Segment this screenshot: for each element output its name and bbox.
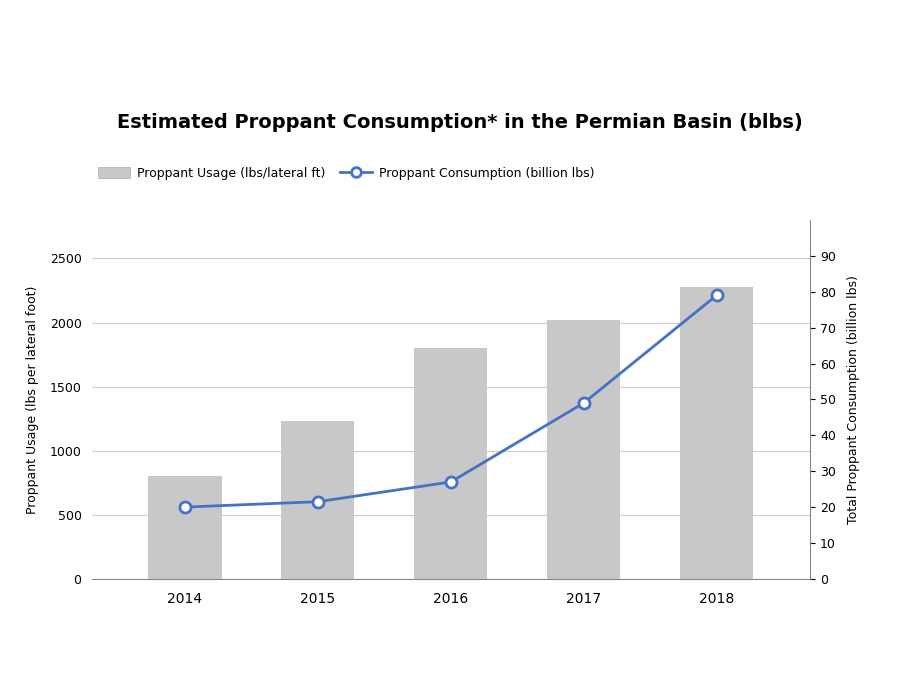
Y-axis label: Proppant Usage (lbs per lateral foot): Proppant Usage (lbs per lateral foot) xyxy=(26,285,39,514)
Text: Estimated Proppant Consumption* in the Permian Basin (blbs): Estimated Proppant Consumption* in the P… xyxy=(117,113,802,132)
Bar xyxy=(547,320,619,579)
Y-axis label: Total Proppant Consumption (billion lbs): Total Proppant Consumption (billion lbs) xyxy=(846,275,859,524)
Bar xyxy=(148,477,221,579)
Legend: Proppant Usage (lbs/lateral ft), Proppant Consumption (billion lbs): Proppant Usage (lbs/lateral ft), Proppan… xyxy=(98,167,594,180)
Text: Black Mountain Sand: Black Mountain Sand xyxy=(644,26,891,45)
Bar xyxy=(414,348,487,579)
Bar xyxy=(679,286,753,579)
Text: Sources: GlobalData, EIA, & OilVoice.com: Sources: GlobalData, EIA, & OilVoice.com xyxy=(28,632,444,651)
Bar xyxy=(281,421,354,579)
